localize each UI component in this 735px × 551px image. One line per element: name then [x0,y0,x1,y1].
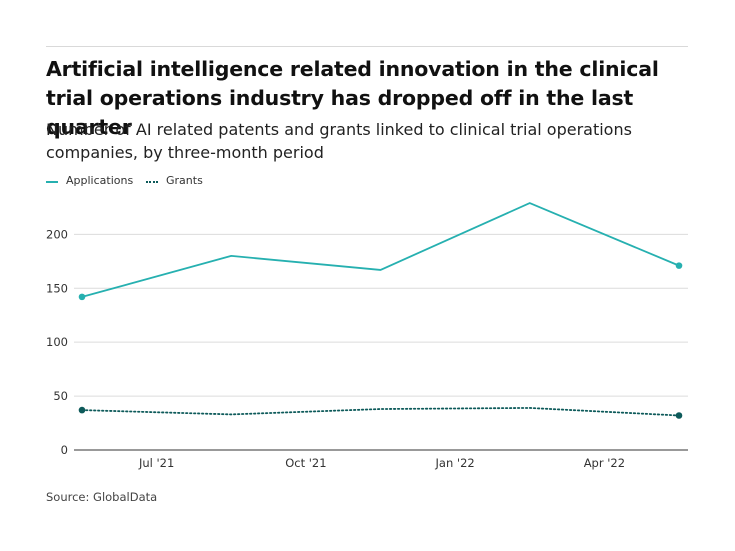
y-tick-label-200: 200 [46,227,68,241]
legend-swatch-grants [146,181,158,183]
y-tick-label-100: 100 [46,335,68,349]
y-tick-label-0: 0 [61,443,68,457]
source-note: Source: GlobalData [46,490,158,504]
series-line-grants [81,407,680,417]
series-line-applications [81,202,680,298]
y-tick-label-150: 150 [46,281,68,295]
chart-subtitle: Number of AI related patents and grants … [46,120,632,162]
x-tick-label-3: Apr '22 [584,456,625,470]
top-rule [46,46,688,47]
x-tick-label-2: Jan '22 [435,456,475,470]
legend-label-applications: Applications [66,174,134,187]
y-tick-label-50: 50 [53,389,68,403]
series-point-grants-0 [78,406,86,414]
x-tick-label-1: Oct '21 [285,456,326,470]
series-point-grants-4 [675,412,683,419]
series-point-applications-4 [675,262,683,269]
legend-label-grants: Grants [166,174,203,187]
series-point-applications-0 [78,293,86,301]
legend-swatch-applications [46,181,58,183]
x-tick-label-0: Jul '21 [138,456,174,470]
chart-title: Artificial intelligence related innovati… [46,57,659,139]
